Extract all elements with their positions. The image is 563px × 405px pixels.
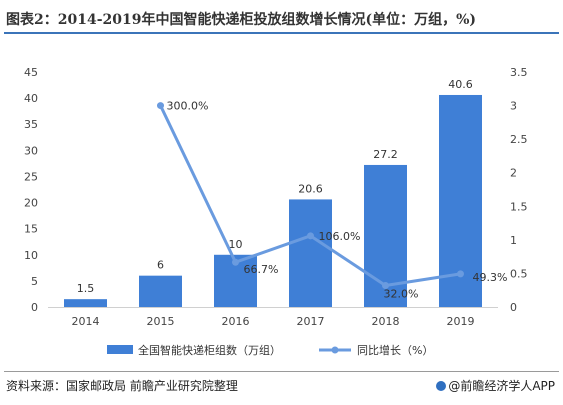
legend-label-line: 同比增长（%）	[357, 343, 433, 357]
bar-value-label: 1.5	[77, 282, 95, 295]
growth-value-label: 32.0%	[384, 288, 419, 301]
bar	[64, 299, 107, 307]
chart-title: 图表2：2014-2019年中国智能快递柜投放组数增长情况(单位：万组，%)	[6, 12, 477, 28]
left-axis-tick-label: 0	[31, 301, 38, 314]
left-axis-tick-label: 40	[24, 92, 38, 105]
right-axis-tick-label: 3.5	[510, 66, 528, 79]
legend: 全国智能快递柜组数（万组） 同比增长（%）	[107, 343, 433, 357]
left-axis-tick-label: 15	[24, 223, 38, 236]
bar-value-label: 6	[157, 259, 164, 272]
growth-point	[382, 282, 389, 290]
left-axis-tick-label: 35	[24, 118, 38, 131]
left-axis-tick-label: 20	[24, 197, 38, 210]
left-axis-tick-label: 10	[24, 249, 38, 262]
x-axis-ticks: 2014 2015 2016 2017 2018 2019	[72, 315, 475, 328]
bar	[289, 199, 332, 307]
line-data-labels: 300.0% 66.7% 106.0% 32.0% 49.3%	[167, 100, 508, 301]
growth-point	[457, 270, 464, 278]
title-divider	[4, 32, 559, 34]
bar-data-labels: 1.5 6 10 20.6 27.2 40.6	[77, 78, 473, 295]
growth-value-label: 66.7%	[244, 263, 279, 276]
brand-text: @前瞻经济学人APP	[448, 379, 555, 393]
x-axis-tick-label: 2015	[147, 315, 175, 328]
right-axis-tick-label: 1.5	[510, 200, 528, 213]
growth-point	[307, 232, 314, 240]
x-axis-tick-label: 2014	[72, 315, 100, 328]
growth-value-label: 106.0%	[319, 230, 361, 243]
bar-series	[64, 94, 482, 307]
legend-swatch-bars	[107, 345, 133, 354]
left-axis-tick-label: 45	[24, 66, 38, 79]
right-axis-tick-label: 1	[510, 234, 517, 247]
bar	[139, 275, 182, 307]
legend-label-bars: 全国智能快递柜组数（万组）	[138, 343, 281, 357]
x-axis-tick-label: 2017	[297, 315, 325, 328]
left-axis-tick-label: 5	[31, 275, 38, 288]
right-axis-tick-label: 0	[510, 301, 517, 314]
growth-point	[157, 102, 164, 110]
brand-logo-icon	[436, 381, 447, 391]
source-note: 资料来源：国家邮政局 前瞻产业研究院整理	[6, 379, 238, 393]
bar-value-label: 10	[229, 238, 243, 251]
footer-divider	[4, 371, 559, 372]
legend-marker-line	[331, 346, 339, 354]
brand-credit: @前瞻经济学人APP	[436, 377, 555, 394]
right-axis-tick-label: 2	[510, 167, 517, 180]
growth-point	[232, 258, 239, 266]
line-series	[157, 102, 464, 290]
right-axis-tick-label: 0.5	[510, 267, 528, 280]
right-axis-ticks: 0 0.5 1 1.5 2 2.5 3 3.5	[510, 66, 528, 314]
bar-value-label: 40.6	[448, 78, 473, 91]
x-axis-tick-label: 2016	[222, 315, 250, 328]
x-axis-tick-label: 2019	[447, 315, 475, 328]
growth-value-label: 49.3%	[473, 271, 508, 284]
growth-value-label: 300.0%	[167, 100, 209, 113]
left-axis-tick-label: 30	[24, 144, 38, 157]
bar-value-label: 27.2	[373, 148, 398, 161]
left-axis-tick-label: 25	[24, 170, 38, 183]
bar-value-label: 20.6	[298, 182, 323, 195]
right-axis-tick-label: 3	[510, 100, 517, 113]
left-axis-ticks: 0 5 10 15 20 25 30 35 40 45	[24, 66, 38, 314]
x-axis-tick-label: 2018	[372, 315, 400, 328]
right-axis-tick-label: 2.5	[510, 133, 528, 146]
